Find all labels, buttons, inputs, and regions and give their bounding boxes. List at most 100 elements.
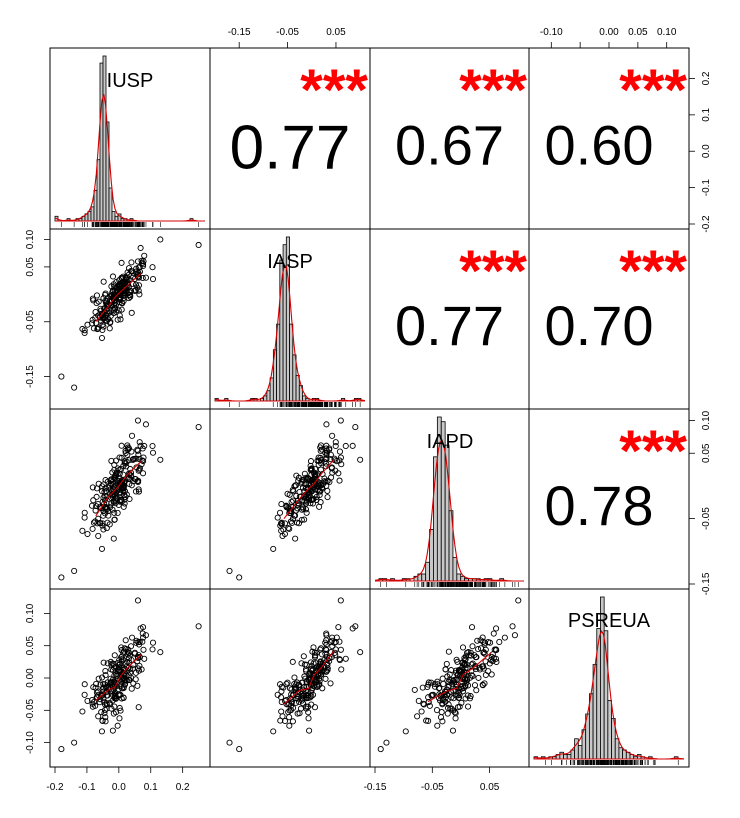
scatter-point bbox=[142, 421, 150, 428]
scatter-point bbox=[449, 681, 456, 688]
scatter-point bbox=[278, 688, 285, 695]
x-axis-col1-label: 0.05 bbox=[326, 27, 346, 38]
scatter-point bbox=[125, 664, 132, 671]
scatter-point bbox=[128, 685, 135, 692]
scatter-point bbox=[454, 704, 461, 711]
scatter-point bbox=[133, 268, 140, 275]
scatter-point bbox=[122, 285, 129, 292]
scatter-point bbox=[278, 519, 285, 526]
scatter-point bbox=[116, 704, 123, 712]
scatter-point bbox=[101, 291, 109, 298]
scatter-point bbox=[96, 519, 103, 527]
scatter-point bbox=[93, 503, 100, 510]
scatter-point bbox=[124, 658, 131, 666]
scatter-point bbox=[439, 718, 446, 725]
scatter-point bbox=[291, 483, 298, 490]
scatter-point bbox=[111, 516, 118, 523]
scatter-point bbox=[127, 666, 134, 673]
scatter-point bbox=[131, 649, 138, 656]
y-axis-row2-label: 0.10 bbox=[701, 410, 712, 430]
scatter-point bbox=[108, 705, 115, 712]
correlation-value: 0.67 bbox=[395, 114, 504, 177]
scatter-point bbox=[93, 485, 100, 492]
scatter-point bbox=[328, 637, 335, 644]
scatter-point bbox=[352, 424, 359, 431]
y-axis-row2-label: -0.05 bbox=[701, 507, 712, 530]
scatter-point bbox=[338, 666, 345, 673]
scatter-point bbox=[480, 649, 487, 656]
scatter-point bbox=[332, 638, 339, 646]
scatter-point bbox=[140, 454, 147, 461]
scatter-point bbox=[157, 649, 164, 656]
scatter-point bbox=[335, 624, 342, 631]
scatter-point bbox=[496, 638, 503, 646]
histogram-bar bbox=[96, 159, 101, 222]
scatter-point bbox=[418, 708, 425, 715]
scatter-point bbox=[114, 660, 121, 667]
scatter-point bbox=[92, 309, 99, 316]
x-axis-col0-label: 0.0 bbox=[112, 782, 126, 793]
scatter-point bbox=[114, 286, 121, 293]
scatter-point bbox=[111, 461, 118, 468]
scatter-point bbox=[100, 507, 107, 514]
scatter-point bbox=[479, 681, 486, 688]
scatter-point bbox=[108, 283, 115, 290]
scatter-point bbox=[100, 315, 107, 322]
y-axis-row0-label: -0.2 bbox=[701, 215, 712, 233]
x-axis-col3-label: 0.00 bbox=[599, 27, 619, 38]
scatter-point bbox=[108, 457, 115, 464]
scatter-point bbox=[450, 707, 457, 714]
scatter-point bbox=[473, 654, 480, 661]
scatter-point bbox=[474, 637, 481, 644]
density-curve bbox=[374, 439, 524, 582]
scatter-point bbox=[112, 302, 119, 309]
scatter-point bbox=[116, 497, 123, 504]
scatter-point bbox=[139, 274, 146, 282]
scatter-point bbox=[283, 503, 290, 510]
scatter-point bbox=[139, 261, 147, 268]
histogram-bar bbox=[566, 754, 572, 760]
panel-frame bbox=[528, 588, 690, 768]
scatter-point bbox=[317, 646, 324, 653]
scatter-point bbox=[491, 646, 498, 653]
scatter-point bbox=[462, 656, 469, 663]
scatter-point bbox=[58, 373, 65, 380]
scatter-point bbox=[133, 464, 140, 471]
scatter-point bbox=[71, 739, 78, 746]
scatter-point bbox=[336, 448, 344, 455]
scatter-point bbox=[293, 507, 300, 514]
scatter-point bbox=[287, 507, 294, 514]
scatter-point bbox=[307, 458, 315, 465]
correlation-value: 0.77 bbox=[395, 294, 504, 357]
scatter-point bbox=[445, 648, 452, 655]
scatter-point bbox=[101, 710, 108, 717]
y-axis-row3-label: 0.10 bbox=[25, 603, 36, 623]
scatter-point bbox=[118, 664, 125, 671]
scatter-point bbox=[313, 677, 320, 684]
histogram-bar bbox=[108, 187, 113, 222]
scatter-point bbox=[288, 699, 295, 706]
x-axis-col1-label: -0.15 bbox=[228, 27, 251, 38]
scatter-point bbox=[488, 671, 495, 678]
histogram-bar bbox=[618, 747, 624, 760]
scatter-point bbox=[436, 684, 443, 691]
correlation-value: 0.77 bbox=[230, 114, 351, 183]
scatter-point bbox=[130, 661, 137, 668]
scatter-point bbox=[120, 471, 127, 478]
scatter-point bbox=[129, 665, 136, 672]
y-axis-row3-label: 0.05 bbox=[25, 636, 36, 656]
scatter-point bbox=[425, 679, 432, 686]
scatter-point bbox=[316, 667, 323, 674]
scatter-point bbox=[430, 691, 437, 698]
scatter-point bbox=[292, 482, 299, 489]
scatter-point bbox=[303, 497, 310, 504]
scatter-point bbox=[101, 488, 108, 496]
correlation-value: 0.60 bbox=[545, 114, 654, 177]
scatter-point bbox=[278, 708, 285, 715]
scatter-point bbox=[311, 704, 319, 711]
scatter-point bbox=[116, 312, 123, 319]
scatter-point bbox=[236, 746, 243, 753]
scatter-point bbox=[90, 698, 97, 706]
scatter-point bbox=[290, 497, 297, 504]
x-axis-col2-label: -0.05 bbox=[421, 782, 444, 793]
